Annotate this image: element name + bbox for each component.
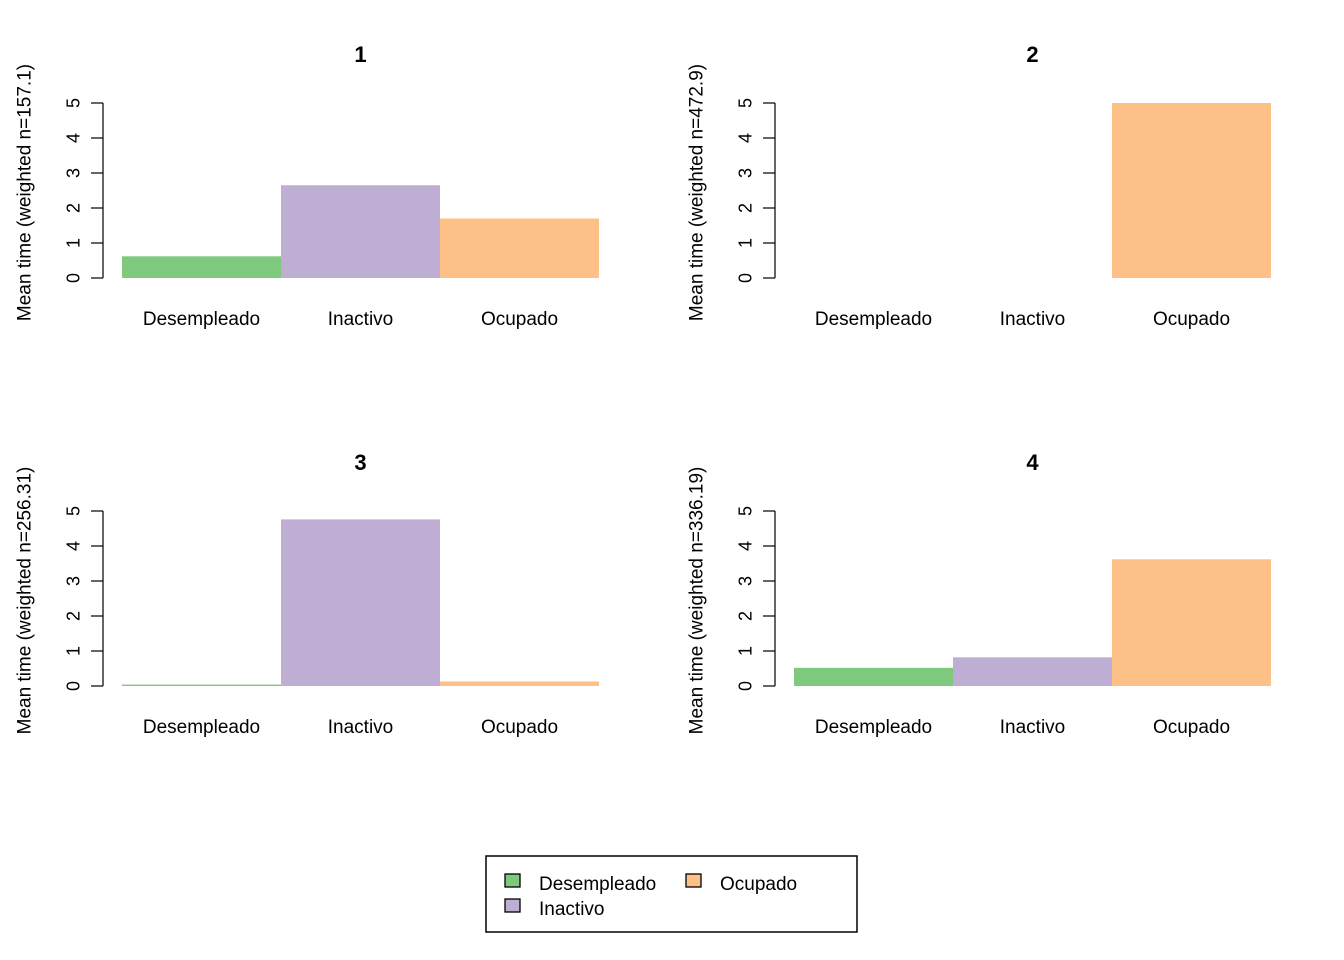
legend-label-desempleado: Desempleado bbox=[539, 874, 656, 895]
y-axis-label: Mean time (weighted n=336.19) bbox=[687, 467, 708, 735]
y-tick-label: 5 bbox=[63, 506, 83, 516]
y-tick-label: 5 bbox=[735, 98, 755, 108]
panel-title: 3 bbox=[354, 450, 366, 475]
x-category-label: Desempleado bbox=[143, 717, 260, 738]
bar-desempleado bbox=[122, 256, 281, 278]
panel-title: 2 bbox=[1026, 42, 1038, 67]
y-tick-label: 2 bbox=[63, 203, 83, 213]
y-tick-label: 3 bbox=[63, 168, 83, 178]
y-tick-label: 1 bbox=[63, 646, 83, 656]
y-tick-label: 0 bbox=[735, 681, 755, 691]
bar-ocupado bbox=[1112, 559, 1271, 686]
y-tick-label: 4 bbox=[63, 133, 83, 143]
y-tick-label: 4 bbox=[735, 541, 755, 551]
bar-ocupado bbox=[1112, 103, 1271, 278]
chart-panel-2: 2 0 1 2 3 4 5 Mean time (weighted n=472.9) Desem… bbox=[687, 42, 1271, 330]
x-category-label: Inactivo bbox=[328, 717, 393, 738]
y-tick-label: 3 bbox=[63, 576, 83, 586]
panel-title: 4 bbox=[1026, 450, 1039, 475]
y-tick-label: 3 bbox=[735, 576, 755, 586]
y-tick-label: 4 bbox=[735, 133, 755, 143]
y-tick-label: 3 bbox=[735, 168, 755, 178]
bar-inactivo bbox=[281, 519, 440, 686]
legend: Desempleado Inactivo Ocupado bbox=[485, 855, 858, 933]
y-tick-label: 1 bbox=[735, 238, 755, 248]
y-tick-label: 5 bbox=[735, 506, 755, 516]
y-axis-label: Mean time (weighted n=256.31) bbox=[15, 467, 36, 735]
x-category-label: Desempleado bbox=[815, 717, 932, 738]
y-axis-label: Mean time (weighted n=472.9) bbox=[687, 64, 708, 321]
x-category-label: Ocupado bbox=[1153, 717, 1230, 738]
y-tick-label: 5 bbox=[63, 98, 83, 108]
bar-desempleado bbox=[122, 684, 281, 686]
x-category-label: Ocupado bbox=[1153, 309, 1230, 330]
x-category-label: Inactivo bbox=[1000, 309, 1065, 330]
bar-ocupado bbox=[440, 218, 599, 278]
legend-label-inactivo: Inactivo bbox=[539, 899, 604, 920]
chart-panel-1: 1 0 1 2 3 4 5 Mean time (weighted n=157.1) Desem… bbox=[15, 42, 599, 330]
legend-swatch-desempleado bbox=[504, 873, 521, 888]
y-tick-label: 4 bbox=[63, 541, 83, 551]
legend-label-ocupado: Ocupado bbox=[720, 874, 797, 895]
chart-panel-4: 4 0 1 2 3 4 5 Mean time (weighted n=336.19) Dese… bbox=[687, 450, 1271, 738]
y-tick-label: 2 bbox=[63, 611, 83, 621]
x-category-label: Ocupado bbox=[481, 309, 558, 330]
x-category-label: Inactivo bbox=[328, 309, 393, 330]
y-tick-label: 0 bbox=[63, 273, 83, 283]
bar-desempleado bbox=[794, 667, 953, 686]
bar-inactivo bbox=[281, 185, 440, 278]
x-category-label: Ocupado bbox=[481, 717, 558, 738]
y-tick-label: 0 bbox=[63, 681, 83, 691]
y-tick-label: 1 bbox=[63, 238, 83, 248]
legend-swatch-inactivo bbox=[504, 898, 521, 913]
bar-ocupado bbox=[440, 681, 599, 686]
x-category-label: Desempleado bbox=[815, 309, 932, 330]
panel-title: 1 bbox=[354, 42, 366, 67]
legend-swatch-ocupado bbox=[685, 873, 702, 888]
y-tick-label: 0 bbox=[735, 273, 755, 283]
y-tick-label: 1 bbox=[735, 646, 755, 656]
legend-box bbox=[485, 855, 858, 933]
y-tick-label: 2 bbox=[735, 203, 755, 213]
x-category-label: Desempleado bbox=[143, 309, 260, 330]
chart-panel-3: 3 0 1 2 3 4 5 Mean time (weighted n=256.31) Dese… bbox=[15, 450, 599, 738]
y-axis-label: Mean time (weighted n=157.1) bbox=[15, 64, 36, 321]
bar-inactivo bbox=[953, 657, 1112, 686]
y-tick-label: 2 bbox=[735, 611, 755, 621]
x-category-label: Inactivo bbox=[1000, 717, 1065, 738]
